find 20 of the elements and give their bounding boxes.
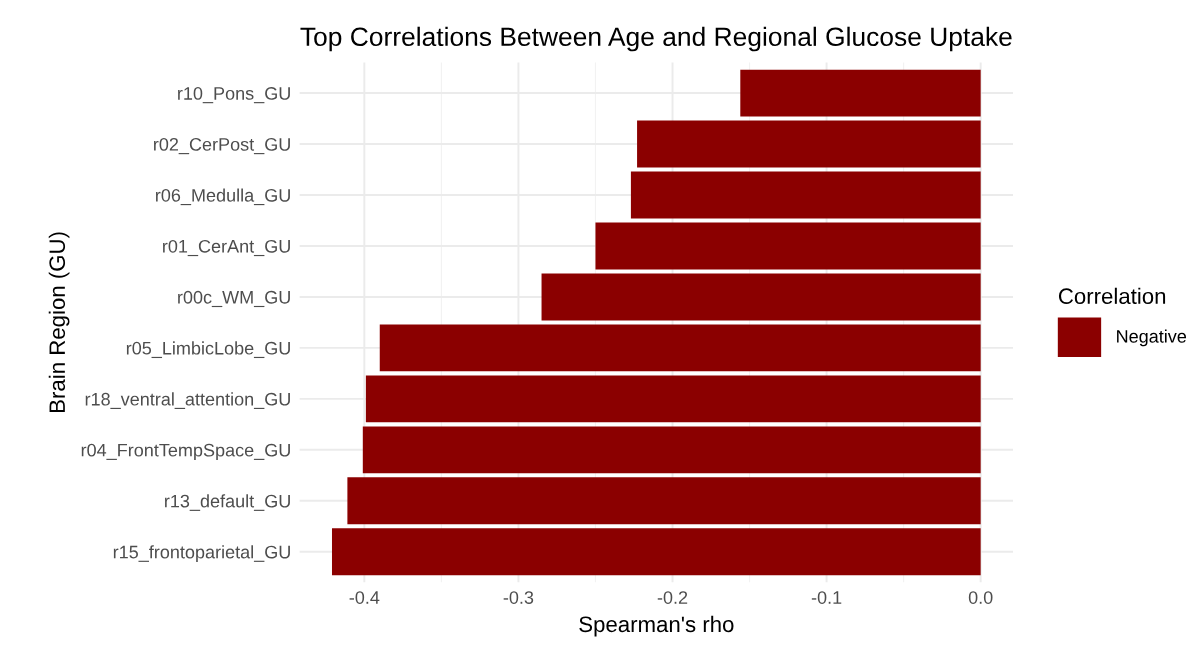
legend-title: Correlation	[1058, 287, 1166, 305]
x-tick-label: -0.4	[349, 591, 380, 604]
y-tick-label: r04_FrontTempSpace_GU	[81, 443, 290, 461]
y-tick-label: r00c_WM_GU	[178, 290, 290, 308]
y-tick-label: r15_frontoparietal_GU	[113, 545, 290, 563]
y-tick-label: r02_CerPost_GU	[154, 137, 290, 155]
x-axis-title: Spearman's rho	[579, 615, 734, 637]
x-tick-label: 0.0	[968, 591, 993, 604]
y-tick-label: r10_Pons_GU	[178, 87, 290, 104]
y-tick-label: r18_ventral_attention_GU	[85, 392, 290, 409]
x-tick-label: -0.3	[503, 591, 534, 604]
chart-title: Top Correlations Between Age and Regional Glucose Uptake	[300, 26, 1012, 52]
x-tick-label: -0.1	[811, 591, 842, 604]
y-tick-label: r01_CerAnt_GU	[163, 239, 290, 257]
legend-label: Negative	[1117, 329, 1187, 347]
y-tick-label: r05_LimbicLobe_GU	[126, 341, 290, 359]
y-tick-label: r06_Medulla_GU	[156, 188, 290, 206]
x-tick-label: -0.2	[657, 591, 688, 604]
y-tick-label: r13_default_GU	[165, 494, 290, 511]
y-axis-title: Brain Region (GU)	[48, 232, 70, 412]
